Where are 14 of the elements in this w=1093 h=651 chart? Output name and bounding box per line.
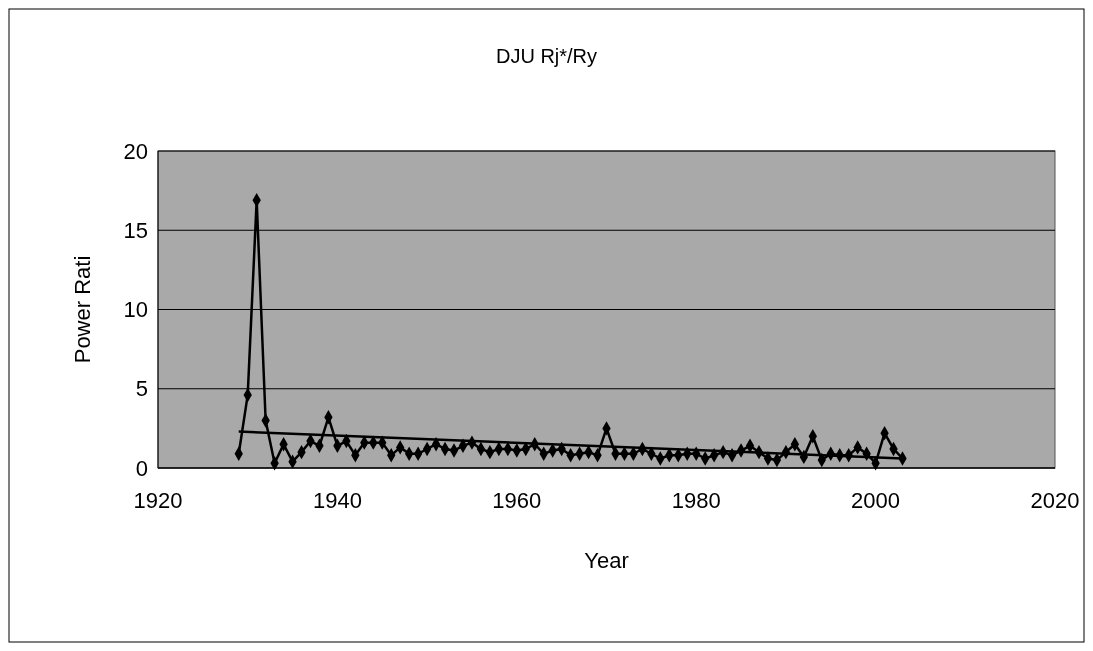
x-tick-label: 2020 (1030, 488, 1080, 513)
x-tick-label: 2000 (851, 488, 901, 513)
x-tick-label: 1920 (133, 488, 183, 513)
y-tick-label: 10 (123, 297, 148, 323)
x-tick-label: 1940 (312, 488, 362, 513)
y-tick-label: 0 (135, 455, 148, 481)
y-tick-label: 15 (123, 217, 148, 243)
y-tick-label: 5 (135, 376, 148, 402)
x-tick-label: 1960 (492, 488, 542, 513)
y-tick-label: 20 (123, 138, 148, 164)
x-tick-label: 1980 (671, 488, 721, 513)
y-axis-title: Power Rati (70, 255, 95, 364)
chart-title: DJU Rj*/Ry (495, 45, 598, 67)
x-axis-title: Year (584, 548, 629, 573)
